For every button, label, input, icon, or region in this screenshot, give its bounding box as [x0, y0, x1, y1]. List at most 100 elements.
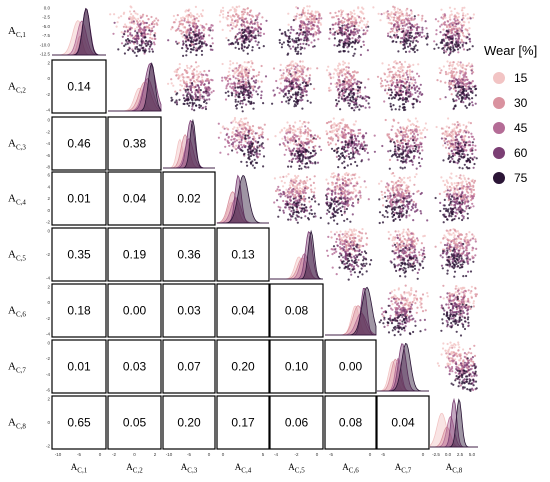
scatter-point	[349, 79, 352, 82]
scatter-point	[232, 22, 235, 25]
scatter-point	[456, 62, 459, 66]
scatter-point	[134, 28, 137, 31]
scatter-point	[336, 32, 339, 35]
scatter-point	[305, 39, 308, 42]
scatter-point	[243, 42, 246, 45]
scatter-point	[408, 14, 411, 17]
scatter-point	[241, 149, 244, 152]
scatter-point	[242, 49, 245, 52]
scatter-point	[360, 105, 363, 108]
scatter-point	[348, 155, 351, 158]
scatter-point	[287, 92, 290, 95]
scatter-point	[413, 132, 416, 135]
scatter-point	[273, 93, 276, 96]
scatter-point	[190, 108, 194, 111]
scatter-point	[180, 17, 183, 20]
scatter-point	[315, 137, 318, 141]
scatter-point	[394, 148, 397, 151]
scatter-point	[390, 16, 393, 19]
scatter-point	[340, 13, 343, 16]
scatter-point	[417, 63, 420, 66]
scatter-point	[227, 136, 230, 139]
scatter-point	[292, 181, 295, 184]
scatter-point	[201, 76, 204, 79]
scatter-point	[293, 142, 296, 146]
scatter-point	[288, 184, 291, 187]
scatter-point	[462, 17, 465, 20]
scatter-point	[445, 29, 448, 32]
scatter-point	[115, 25, 118, 28]
scatter-point	[450, 10, 453, 13]
scatter-point	[368, 96, 371, 99]
scatter-point	[452, 107, 455, 110]
scatter-point	[412, 76, 415, 79]
scatter-point	[302, 77, 305, 80]
scatter-point	[350, 12, 354, 15]
scatter-point	[444, 37, 447, 40]
scatter-point	[252, 102, 255, 105]
scatter-point	[411, 147, 414, 150]
scatter-point	[185, 44, 188, 47]
scatter-point	[240, 43, 243, 46]
scatter-point	[191, 48, 194, 51]
scatter-point	[244, 70, 247, 73]
scatter-point	[468, 27, 471, 30]
scatter-point	[284, 206, 287, 209]
scatter-point	[387, 34, 390, 38]
scatter-point	[454, 105, 457, 108]
scatter-point	[407, 45, 410, 48]
scatter-point	[301, 46, 304, 50]
scatter-point	[234, 41, 237, 44]
scatter-point	[233, 126, 236, 129]
scatter-point	[297, 174, 300, 178]
scatter-point	[178, 66, 181, 69]
scatter-point	[309, 134, 312, 137]
scatter-point	[287, 23, 290, 26]
scatter-point	[347, 66, 350, 69]
scatter-point	[350, 17, 353, 20]
scatter-point	[453, 21, 456, 24]
scatter-point	[299, 52, 302, 55]
scatter-point	[453, 7, 456, 10]
scatter-point	[189, 79, 192, 82]
scatter-point	[450, 135, 453, 138]
scatter-point	[232, 75, 235, 79]
scatter-point	[272, 89, 275, 92]
scatter-point	[138, 49, 141, 52]
scatter-point	[393, 141, 396, 144]
scatter-point	[154, 32, 157, 35]
scatter-point	[349, 133, 352, 136]
scatter-point	[192, 72, 195, 75]
scatter-point	[407, 95, 410, 98]
scatter-point	[298, 69, 301, 73]
scatter-point	[191, 101, 194, 104]
scatter-point	[145, 44, 148, 47]
scatter-point	[241, 78, 244, 81]
scatter-point	[412, 106, 415, 109]
scatter-point	[366, 29, 369, 32]
scatter-point	[312, 23, 315, 26]
scatter-point	[350, 31, 353, 34]
scatter-point	[262, 165, 265, 168]
scatter-point	[144, 28, 147, 32]
scatter-point	[338, 29, 342, 32]
scatter-point	[341, 34, 344, 37]
scatter-point	[364, 144, 367, 147]
scatter-point	[415, 128, 418, 131]
scatter-point	[343, 156, 346, 159]
scatter-point	[225, 76, 228, 79]
scatter-point	[344, 73, 347, 76]
scatter-point	[458, 166, 461, 169]
scatter-cell	[278, 5, 323, 56]
scatter-point	[174, 90, 177, 93]
scatter-point	[407, 26, 410, 29]
scatter-point	[409, 26, 412, 29]
scatter-point	[444, 146, 448, 149]
scatter-point	[338, 71, 341, 74]
scatter-point	[262, 45, 265, 48]
scatter-point	[202, 73, 205, 77]
scatter-point	[284, 30, 287, 34]
scatter-point	[192, 75, 195, 78]
scatter-point	[454, 84, 457, 87]
scatter-point	[139, 16, 142, 19]
